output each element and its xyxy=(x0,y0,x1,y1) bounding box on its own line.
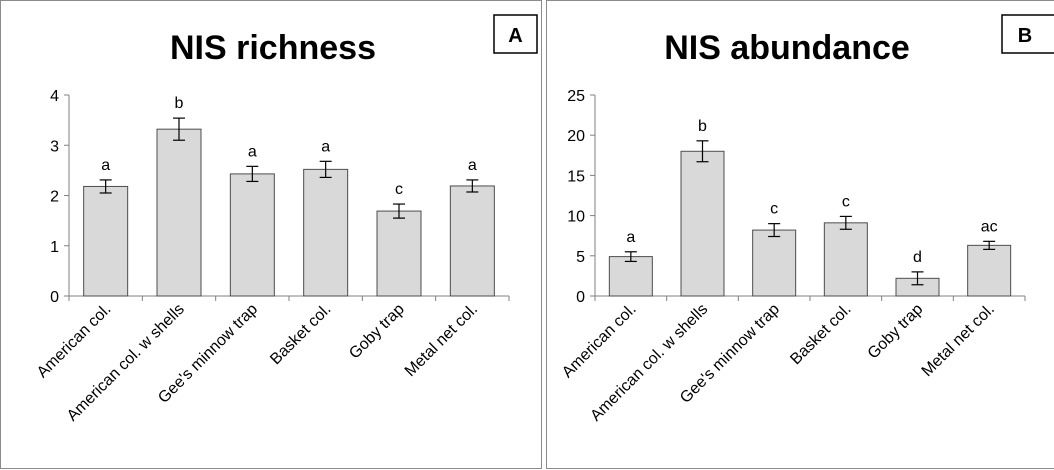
chart-b-y-tick-label: 20 xyxy=(567,128,585,145)
chart-panel-a: NIS richness A 0 1 2 3 4 a American col. b Ameri… xyxy=(0,0,542,469)
chart-a-bar xyxy=(376,210,422,297)
chart-a-y-tick-label: 1 xyxy=(50,239,59,256)
chart-a-y-tick-label: 3 xyxy=(50,138,59,155)
chart-a-y-tick-label: 2 xyxy=(50,189,59,206)
chart-b-bar xyxy=(752,229,797,297)
chart-b-plot: 0 5 10 15 20 25 a American col. b American col. w… xyxy=(559,88,1026,425)
chart-b-category-label: Goby trap xyxy=(865,301,927,363)
chart-b-y-tick-label: 10 xyxy=(567,209,585,226)
chart-b-bar xyxy=(608,256,653,297)
chart-a-significance-label: a xyxy=(468,157,477,174)
chart-b-significance-label: b xyxy=(698,118,707,135)
chart-b-panel-tag: B xyxy=(1018,25,1032,47)
chart-a-bar xyxy=(83,185,129,297)
chart-b-significance-label: c xyxy=(842,193,850,210)
chart-b-bar xyxy=(967,244,1012,297)
chart-b-y-tick-label: 5 xyxy=(576,249,585,266)
chart-b-significance-label: a xyxy=(626,229,635,246)
chart-a-panel-tag-box xyxy=(493,14,538,54)
chart-b-significance-label: c xyxy=(770,201,778,218)
chart-b-y-tick-label: 0 xyxy=(576,289,585,306)
chart-a-significance-label: b xyxy=(175,95,184,112)
chart-a-category-label: American col. w shells xyxy=(64,301,188,425)
chart-a-svg: NIS richness A 0 1 2 3 4 a American col. b Ameri… xyxy=(34,14,538,425)
chart-b-y-tick-label: 25 xyxy=(567,88,585,105)
chart-b-significance-label: ac xyxy=(981,218,998,235)
chart-b-bar xyxy=(823,222,868,297)
chart-panel-b: NIS abundance B 0 5 10 15 20 25 a American col.… xyxy=(546,0,1054,469)
chart-a-title: NIS richness xyxy=(170,29,376,67)
chart-b-significance-label: d xyxy=(913,249,922,266)
chart-a-y-tick-label: 4 xyxy=(50,88,59,105)
chart-a-category-label: Metal net col. xyxy=(402,301,481,380)
chart-b-category-label: American col. w shells xyxy=(587,301,711,425)
chart-a-category-label: Goby trap xyxy=(346,301,408,363)
chart-b-bar xyxy=(680,150,725,297)
chart-b-category-label: Metal net col. xyxy=(919,301,998,380)
chart-b-y-tick-label: 15 xyxy=(567,168,585,185)
chart-b-svg: NIS abundance B 0 5 10 15 20 25 a American col.… xyxy=(559,14,1054,425)
chart-b-panel-tag-box xyxy=(1001,14,1054,54)
chart-a-bar xyxy=(229,173,275,297)
chart-a-significance-label: a xyxy=(321,138,330,155)
chart-a-significance-label: a xyxy=(101,157,110,174)
chart-a-panel-tag: A xyxy=(508,25,522,47)
chart-a-significance-label: c xyxy=(395,181,403,198)
chart-a-plot: 0 1 2 3 4 a American col. b American col. w shel… xyxy=(34,88,510,425)
chart-b-title: NIS abundance xyxy=(664,29,910,67)
chart-a-bar xyxy=(449,185,495,297)
chart-a-category-label: American col. xyxy=(34,301,115,382)
chart-a-bar xyxy=(303,168,349,297)
chart-b-category-label: Basket col. xyxy=(787,301,854,368)
chart-a-y-tick-label: 0 xyxy=(50,289,59,306)
chart-a-significance-label: a xyxy=(248,143,257,160)
chart-a-category-label: Basket col. xyxy=(267,301,334,368)
chart-a-bar xyxy=(156,128,202,297)
chart-b-category-label: American col. xyxy=(559,301,640,382)
